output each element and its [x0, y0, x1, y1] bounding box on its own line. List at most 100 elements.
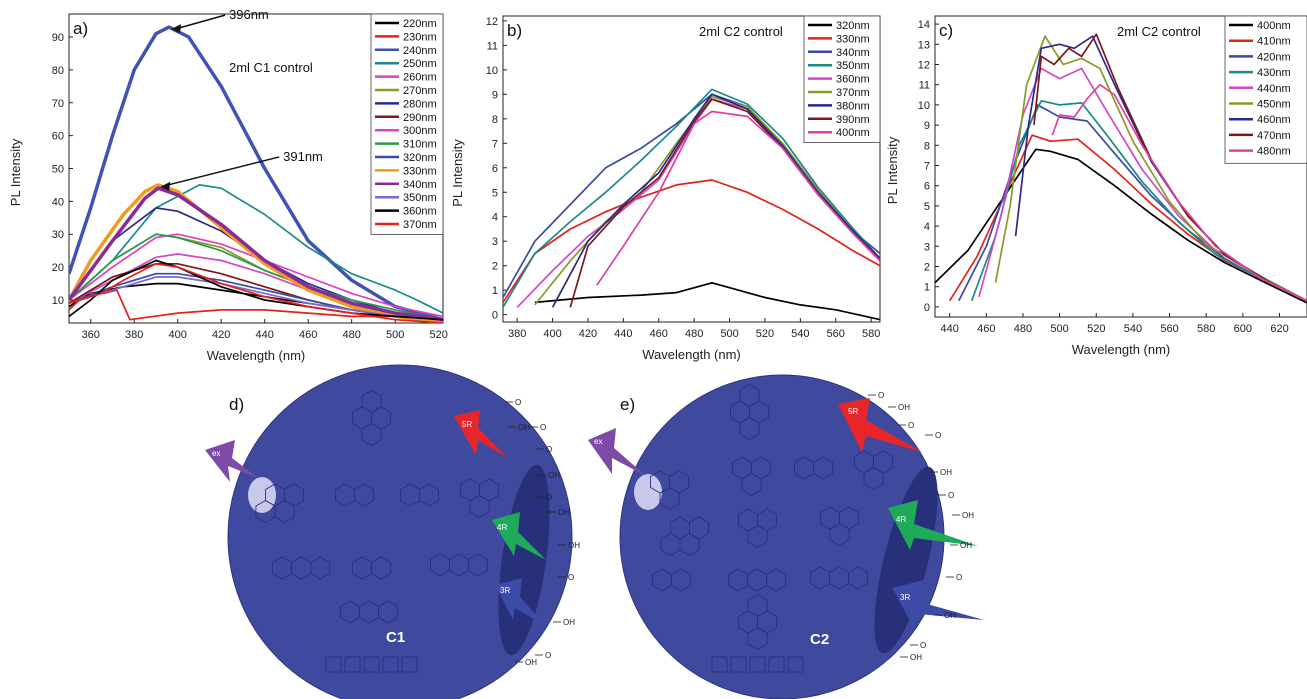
- panel-label: b): [507, 21, 522, 40]
- series-line-330nm: [503, 179, 880, 303]
- peak-arrowhead: [160, 181, 171, 191]
- functional-group-label: O: [908, 421, 914, 430]
- hexagon-ring: [469, 494, 490, 519]
- bolt-4R-e: [888, 500, 978, 550]
- x-axis-label: Wavelength (nm): [642, 347, 741, 362]
- y-axis-label: PL Intensity: [885, 136, 900, 204]
- hexagon-ring: [747, 524, 768, 549]
- label-4R-e: 4R: [896, 515, 906, 524]
- hexagon-ring: [361, 422, 382, 447]
- annotation: 2ml C2 control: [699, 24, 783, 39]
- ex-label-e: ex: [594, 437, 602, 446]
- square-domain: [382, 656, 399, 673]
- chart-panel-c: 440 460 480 500 520 540 560 580 600 6200123456789…: [885, 15, 1307, 357]
- x-tick-label: 420: [579, 328, 597, 340]
- functional-group-label: OH: [558, 508, 570, 517]
- y-tick-label: 2: [492, 261, 498, 273]
- hexagon-ring: [361, 389, 382, 414]
- x-tick-label: 360: [82, 329, 100, 341]
- legend-entry: 480nm: [1257, 146, 1291, 158]
- functional-group-label: O: [568, 573, 574, 582]
- x-tick-label: 480: [1014, 323, 1032, 335]
- x-tick-label: 500: [386, 329, 404, 341]
- hexagon-ring: [741, 472, 762, 497]
- legend-entry: 310nm: [403, 139, 437, 151]
- square-domain: [344, 656, 361, 673]
- functional-group-label: O: [515, 398, 521, 407]
- series-line-450nm: [994, 35, 1307, 302]
- ex-label-d: ex: [212, 449, 220, 458]
- label-3R-e: 3R: [900, 593, 910, 602]
- peak-label: 396nm: [229, 7, 269, 22]
- legend-entry: 350nm: [403, 192, 437, 204]
- functional-group-label: O: [546, 445, 552, 454]
- hexagon-ring: [739, 383, 760, 408]
- x-tick-label: 440: [614, 328, 632, 340]
- functional-groups-c2: O OH O O OH O OH OH O OH O OH: [868, 391, 974, 662]
- legend-entry: 370nm: [403, 219, 437, 231]
- label-5R-d: 5R: [462, 420, 472, 429]
- legend-entry: 370nm: [836, 87, 870, 99]
- square-domain: [768, 656, 785, 673]
- particle-c1: [227, 364, 573, 699]
- bolt-3R-e: [892, 580, 984, 628]
- legend-entry: 360nm: [403, 206, 437, 218]
- hexagon-ring: [829, 522, 850, 547]
- x-tick-label: 560: [827, 328, 845, 340]
- x-tick-label: 420: [212, 329, 230, 341]
- functional-group-label: OH: [563, 618, 575, 627]
- legend-entry: 380nm: [836, 100, 870, 112]
- series-line-400nm: [935, 148, 1307, 304]
- functional-group-label: O: [540, 423, 546, 432]
- y-tick-label: 1: [924, 282, 930, 294]
- square-domain: [401, 656, 418, 673]
- square-domain: [730, 656, 747, 673]
- peak-arrow: [163, 156, 280, 187]
- x-tick-label: 540: [791, 328, 809, 340]
- x-tick-label: 520: [429, 329, 447, 341]
- x-tick-label: 520: [1087, 323, 1105, 335]
- legend-entry: 300nm: [403, 125, 437, 137]
- legend-entry: 280nm: [403, 98, 437, 110]
- x-tick-label: 480: [685, 328, 703, 340]
- label-5R-e: 5R: [848, 407, 858, 416]
- y-tick-label: 9: [492, 89, 498, 101]
- y-tick-label: 10: [486, 65, 498, 77]
- excitation-spot-c2: [634, 474, 662, 510]
- legend-entry: 240nm: [403, 45, 437, 57]
- y-tick-label: 3: [924, 241, 930, 253]
- bolt-5R-e: [838, 398, 922, 452]
- y-tick-label: 9: [924, 120, 930, 132]
- legend-entry: 410nm: [1257, 36, 1291, 48]
- series-line-400nm: [596, 110, 880, 286]
- peak-label: 391nm: [283, 149, 323, 164]
- chart-panel-a: 360 380 400 420 440 460 480 500 520 10 20 30 40 50 60 7…: [8, 7, 448, 363]
- label-3R-d: 3R: [500, 586, 510, 595]
- x-tick-label: 580: [862, 328, 880, 340]
- x-tick-label: 620: [1270, 323, 1288, 335]
- peak-arrow: [174, 14, 226, 30]
- panel-label: c): [939, 21, 953, 40]
- x-tick-label: 520: [756, 328, 774, 340]
- series-line-310nm: [69, 233, 443, 321]
- aromatic-domains-c1: [255, 389, 500, 624]
- functional-group-label: OH: [898, 403, 910, 412]
- series-line-250nm: [69, 184, 443, 314]
- functional-group-label: O: [545, 651, 551, 660]
- x-tick-label: 400: [169, 329, 187, 341]
- aromatic-domains-c2: [650, 383, 894, 651]
- y-tick-label: 60: [52, 131, 64, 143]
- hexagon-ring: [371, 556, 392, 580]
- y-tick-label: 8: [924, 140, 930, 152]
- x-tick-label: 400: [543, 328, 561, 340]
- square-domains-c1: [325, 656, 418, 673]
- ex-bolt-e: [588, 428, 646, 476]
- y-tick-label: 11: [919, 80, 930, 92]
- chart-panel-b: 380 400 420 440 460 480 500 520 540 560 5800123456…: [450, 15, 881, 362]
- y-tick-label: 6: [924, 181, 930, 193]
- hexagon-ring: [813, 456, 834, 480]
- y-tick-label: 8: [492, 114, 498, 126]
- y-tick-label: 12: [486, 16, 498, 28]
- legend-entry: 250nm: [403, 58, 437, 70]
